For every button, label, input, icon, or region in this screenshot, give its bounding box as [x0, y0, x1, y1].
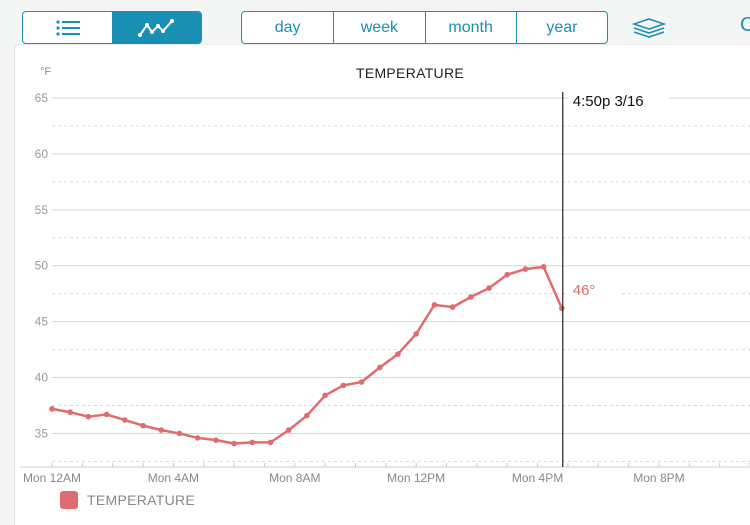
- cursor-time-label: 4:50p 3/16: [573, 93, 644, 110]
- cursor-value-label: 46°: [573, 282, 596, 299]
- y-tick-label: 45: [35, 315, 49, 329]
- x-tick-label: Mon 4PM: [512, 471, 563, 485]
- tab-day[interactable]: day: [274, 18, 301, 36]
- data-point: [504, 271, 511, 278]
- legend: TEMPERATURE: [60, 491, 195, 509]
- range-tabs: day week month year: [241, 11, 608, 44]
- chart-title: TEMPERATURE: [355, 65, 465, 81]
- legend-label: TEMPERATURE: [87, 492, 196, 508]
- x-tick-label: Mon 8PM: [633, 471, 684, 485]
- data-point: [194, 435, 201, 441]
- data-point: [540, 264, 547, 270]
- chart-panel: [14, 44, 750, 525]
- data-point: [122, 417, 128, 423]
- x-tick-label: Mon 8AM: [269, 471, 320, 485]
- data-point: [67, 409, 74, 416]
- data-point: [376, 364, 383, 371]
- data-point: [413, 331, 419, 337]
- data-point: [322, 392, 328, 399]
- tab-year[interactable]: year: [515, 12, 607, 43]
- data-point: [158, 427, 165, 433]
- view-toggle: [22, 11, 202, 44]
- data-point: [140, 422, 146, 429]
- y-tick-label: 35: [35, 426, 49, 440]
- data-point: [395, 351, 401, 357]
- data-point: [176, 430, 183, 437]
- line-chart-icon: [138, 18, 174, 37]
- data-point: [468, 294, 474, 300]
- data-point: [449, 304, 456, 310]
- data-point: [267, 439, 274, 446]
- data-point: [249, 439, 256, 446]
- data-point: [431, 302, 438, 308]
- temperature-chart: 65 60 55 50 45 40 35 Mon 12AM Mon 4AM Mon 8AM Mon …: [20, 88, 750, 485]
- data-point: [522, 266, 529, 272]
- x-tick-label: Mon 12PM: [387, 471, 445, 485]
- data-point: [213, 437, 219, 443]
- cursor-value-bg: [566, 278, 621, 301]
- y-tick-label: 60: [35, 147, 49, 161]
- y-tick-label: 55: [35, 203, 49, 217]
- y-axis-unit: °F: [40, 66, 52, 78]
- data-point: [486, 285, 492, 291]
- data-point: [231, 440, 237, 447]
- data-point: [340, 382, 347, 389]
- data-point: [358, 379, 365, 385]
- sync-icon[interactable]: C: [740, 14, 750, 36]
- y-tick-label: 40: [35, 371, 49, 385]
- data-point: [304, 412, 310, 419]
- data-point: [85, 413, 92, 420]
- data-point: [103, 411, 110, 418]
- list-view-button[interactable]: [23, 12, 112, 43]
- tab-month[interactable]: month: [424, 12, 516, 43]
- chart-view-button[interactable]: [112, 12, 201, 43]
- y-tick-label: 65: [35, 91, 49, 105]
- list-icon: [55, 19, 80, 36]
- legend-swatch: [60, 491, 78, 509]
- x-tick-label: Mon 12AM: [23, 471, 81, 485]
- data-point: [285, 427, 292, 433]
- cursor-label-bg: [568, 88, 669, 112]
- data-point: [559, 305, 565, 312]
- y-tick-label: 50: [35, 259, 49, 273]
- x-tick-label: Mon 4AM: [148, 471, 199, 485]
- tab-week[interactable]: week: [333, 12, 424, 43]
- layers-icon[interactable]: [632, 17, 666, 39]
- data-point: [49, 406, 55, 412]
